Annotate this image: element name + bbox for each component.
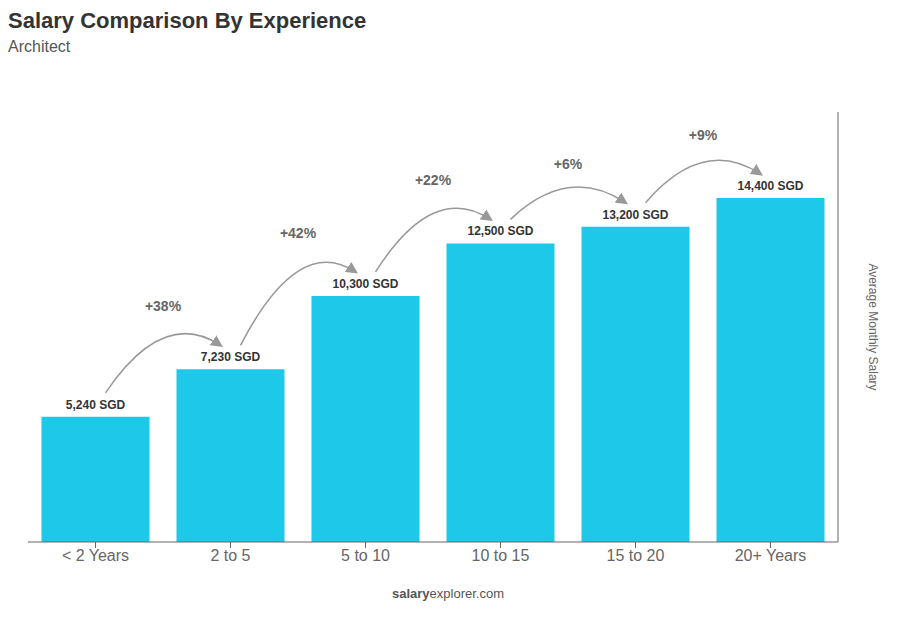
html-text:Architect: Architect bbox=[8, 38, 71, 55]
svg-text:< 2 Years: < 2 Years bbox=[62, 547, 129, 564]
svg-text:2 to 5: 2 to 5 bbox=[210, 547, 250, 564]
svg-text:15 to 20: 15 to 20 bbox=[607, 547, 665, 564]
svg-text:13,200 SGD: 13,200 SGD bbox=[602, 208, 668, 222]
svg-text:Average Monthly Salary: Average Monthly Salary bbox=[866, 263, 880, 390]
svg-text:7,230 SGD: 7,230 SGD bbox=[201, 350, 261, 364]
svg-text:+38%: +38% bbox=[145, 298, 182, 314]
svg-text:+42%: +42% bbox=[280, 225, 317, 241]
svg-text:10,300 SGD: 10,300 SGD bbox=[332, 277, 398, 291]
html-text:Salary Comparison By Experienc: Salary Comparison By Experience bbox=[8, 8, 367, 33]
svg-text:+6%: +6% bbox=[554, 156, 583, 172]
html-text:salary explorer.com: salary explorer.com bbox=[392, 586, 504, 601]
svg-text:5 to 10: 5 to 10 bbox=[341, 547, 390, 564]
svg-text:20+ Years: 20+ Years bbox=[735, 547, 807, 564]
svg-text:5,240 SGD: 5,240 SGD bbox=[66, 398, 126, 412]
svg-text:10 to 15: 10 to 15 bbox=[472, 547, 530, 564]
svg-text:12,500 SGD: 12,500 SGD bbox=[467, 224, 533, 238]
svg-text:+9%: +9% bbox=[689, 127, 718, 143]
svg-text:14,400 SGD: 14,400 SGD bbox=[737, 179, 803, 193]
svg-text:+22%: +22% bbox=[415, 172, 452, 188]
